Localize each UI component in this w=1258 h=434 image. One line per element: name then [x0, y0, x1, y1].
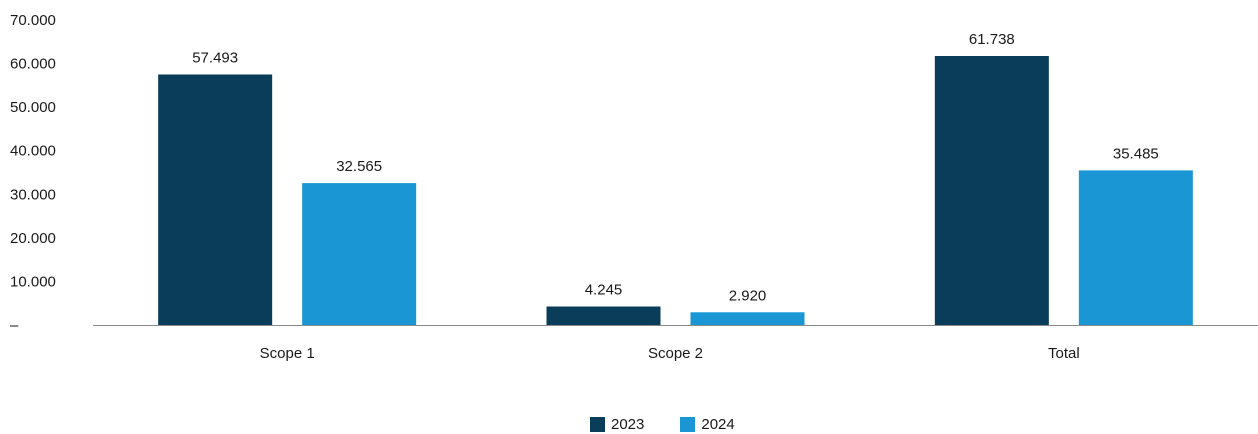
x-tick-label: Scope 1 — [260, 345, 315, 362]
y-axis: – 10.000 20.000 30.000 40.000 50.000 60.000 70.… — [10, 12, 56, 334]
legend-label-2024: 2024 — [701, 416, 735, 433]
bars — [158, 55, 1193, 326]
data-label: 2.920 — [729, 287, 767, 304]
data-label: 32.565 — [336, 158, 382, 175]
y-tick-label: 30.000 — [10, 186, 56, 203]
y-tick-label: 10.000 — [10, 273, 56, 290]
y-tick-label: 60.000 — [10, 56, 56, 73]
legend-item-2023: 2023 — [590, 416, 644, 433]
legend-item-2024: 2024 — [680, 416, 735, 433]
data-label: 35.485 — [1113, 145, 1159, 162]
bar-2024-total — [1078, 170, 1193, 325]
x-tick-label: Total — [1048, 345, 1080, 362]
data-label: 4.245 — [585, 282, 623, 299]
y-tick-label: 20.000 — [10, 230, 56, 247]
bar-2023-scope-1 — [158, 74, 273, 326]
x-tick-label: Scope 2 — [648, 345, 703, 362]
y-tick-label: 40.000 — [10, 143, 56, 160]
y-tick-label: 70.000 — [10, 12, 56, 29]
bar-2023-total — [934, 55, 1049, 325]
bar-2024-scope-1 — [302, 183, 417, 325]
legend-swatch-2023 — [590, 417, 605, 432]
legend-label-2023: 2023 — [611, 416, 645, 433]
legend-swatch-2024 — [680, 417, 696, 432]
bar-2023-scope-2 — [546, 306, 661, 325]
data-labels: 57.493 32.565 4.245 2.920 61.738 35.485 — [192, 31, 1159, 304]
data-label: 61.738 — [969, 31, 1015, 48]
x-axis: Scope 1 Scope 2 Total — [260, 345, 1080, 362]
y-tick-label: 50.000 — [10, 99, 56, 116]
legend: 2023 2024 — [590, 416, 735, 433]
bar-chart: – 10.000 20.000 30.000 40.000 50.000 60.000 70.… — [10, 12, 1258, 362]
bar-2024-scope-2 — [690, 312, 805, 325]
y-tick-label: – — [10, 317, 19, 334]
data-label: 57.493 — [192, 49, 238, 66]
